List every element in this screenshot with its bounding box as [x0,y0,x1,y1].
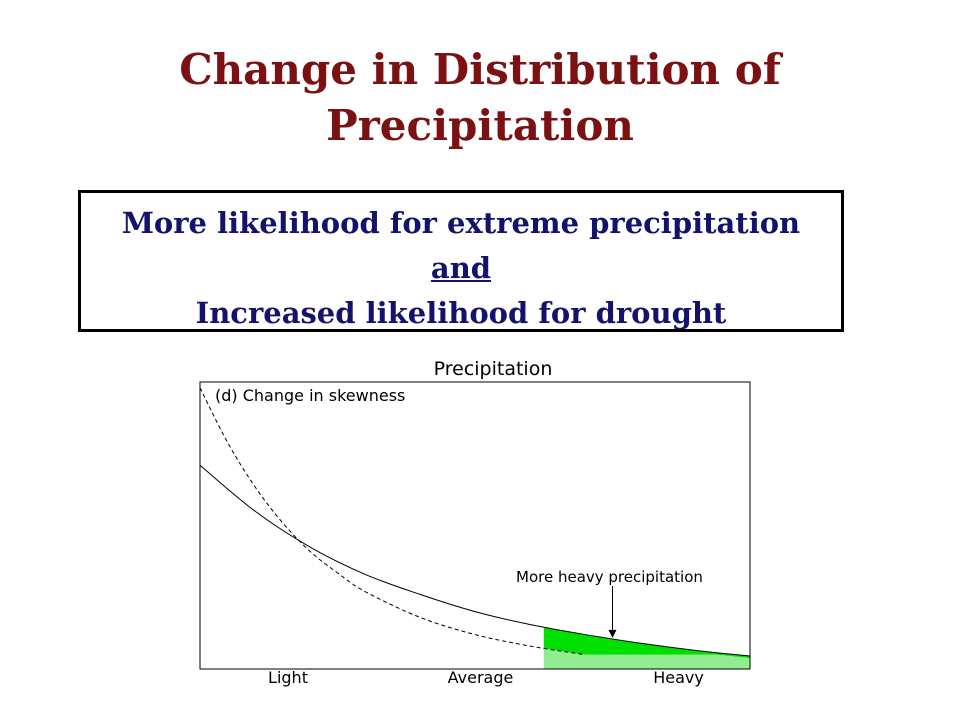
chart-title: Precipitation [434,358,553,380]
annotation-group: More heavy precipitation [516,568,703,638]
slide-title-line-2: Precipitation [326,101,634,150]
series-line-solid [199,464,751,657]
plot-area [199,387,751,669]
slide-title-line-1: Change in Distribution of [179,45,781,94]
x-tick-label: Light [268,668,308,687]
tail-area-light [543,648,750,669]
callout-line-1: More likelihood for extreme precipitatio… [121,206,801,240]
series-line-dashed [199,387,586,656]
plot-frame [199,381,751,670]
annotation-arrow-head [608,629,617,638]
x-tick-label: Heavy [653,668,704,687]
slide-title: Change in Distribution of Precipitation [0,42,960,154]
callout-line-2: and [430,251,492,285]
x-tick-label: Average [448,668,514,687]
tail-area-increase [543,627,750,659]
callout-line-3: Increased likelihood for drought [195,296,727,330]
panel-label: (d) Change in skewness [215,386,405,405]
annotation-label: More heavy precipitation [516,568,703,586]
callout-box: More likelihood for extreme precipitatio… [78,190,844,332]
x-tick-labels: Light Average Heavy [268,668,704,687]
